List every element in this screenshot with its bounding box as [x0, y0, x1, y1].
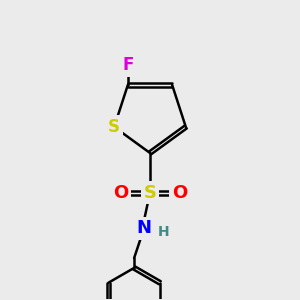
- Text: S: S: [108, 118, 120, 136]
- Text: O: O: [172, 184, 187, 202]
- Text: S: S: [143, 184, 157, 202]
- Text: N: N: [136, 219, 152, 237]
- Text: H: H: [158, 225, 170, 239]
- Text: F: F: [122, 56, 134, 74]
- Text: O: O: [113, 184, 128, 202]
